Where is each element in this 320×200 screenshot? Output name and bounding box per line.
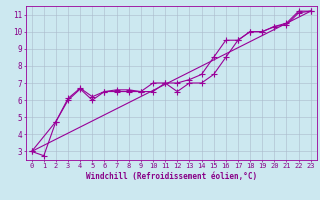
X-axis label: Windchill (Refroidissement éolien,°C): Windchill (Refroidissement éolien,°C) xyxy=(86,172,257,181)
